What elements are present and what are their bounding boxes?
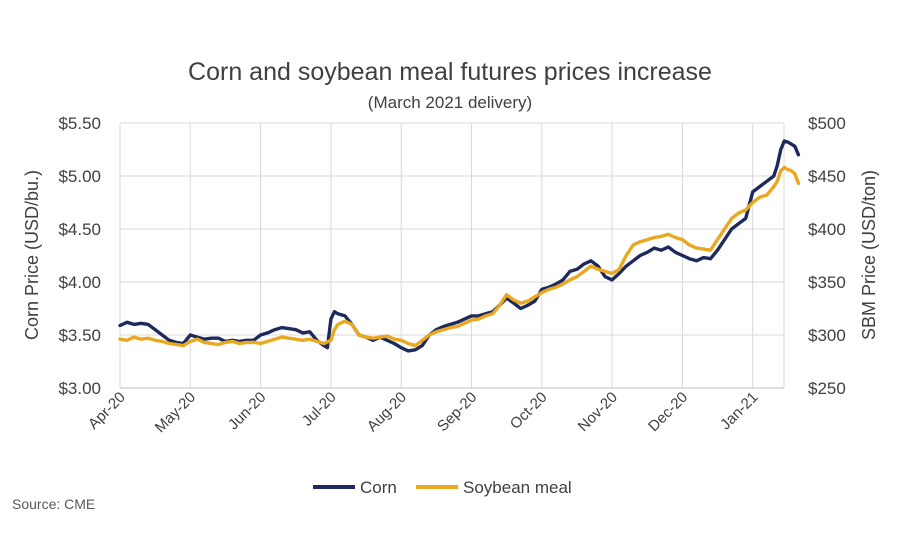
left-tick-label: $3.00 <box>58 379 101 398</box>
left-tick-label: $5.50 <box>58 114 101 133</box>
x-tick-label: Jul-20 <box>299 389 340 430</box>
legend: Corn Soybean meal <box>313 478 572 497</box>
chart-title: Corn and soybean meal futures prices inc… <box>188 58 712 86</box>
right-axis-ticks: $250 $300 $350 $400 $450 $500 <box>808 114 846 398</box>
x-tick-label: Dec-20 <box>645 389 691 435</box>
legend-label: Soybean meal <box>463 478 572 497</box>
x-tick-label: May-20 <box>152 389 199 436</box>
left-axis-label: Corn Price (USD/bu.) <box>22 170 42 340</box>
left-tick-label: $4.50 <box>58 220 101 239</box>
x-tick-label: Jan-21 <box>717 389 761 433</box>
x-tick-label: Jun-20 <box>225 389 269 433</box>
left-tick-label: $4.00 <box>58 273 101 292</box>
gridlines <box>119 122 785 389</box>
right-tick-label: $500 <box>808 114 846 133</box>
x-tick-label: Sep-20 <box>434 389 480 435</box>
left-axis-ticks: $3.00 $3.50 $4.00 $4.50 $5.00 $5.50 <box>58 114 101 398</box>
chart-subtitle: (March 2021 delivery) <box>368 93 532 112</box>
right-tick-label: $300 <box>808 326 846 345</box>
right-tick-label: $350 <box>808 273 846 292</box>
series-lines <box>118 139 801 353</box>
left-tick-label: $5.00 <box>58 167 101 186</box>
right-tick-label: $400 <box>808 220 846 239</box>
right-axis-label: SBM Price (USD/ton) <box>859 170 879 340</box>
series-line-soybean-meal <box>118 165 801 348</box>
right-tick-label: $450 <box>808 167 846 186</box>
x-tick-label: Oct-20 <box>507 389 551 433</box>
x-tick-label: Nov-20 <box>575 389 621 435</box>
legend-label: Corn <box>360 478 397 497</box>
source-note: Source: CME <box>12 496 95 512</box>
series-line-corn <box>118 139 801 353</box>
right-tick-label: $250 <box>808 379 846 398</box>
x-tick-label: Aug-20 <box>364 389 410 435</box>
x-axis-ticks: Apr-20 May-20 Jun-20 Jul-20 Aug-20 Sep-20 Oct-… <box>85 389 762 436</box>
left-tick-label: $3.50 <box>58 326 101 345</box>
